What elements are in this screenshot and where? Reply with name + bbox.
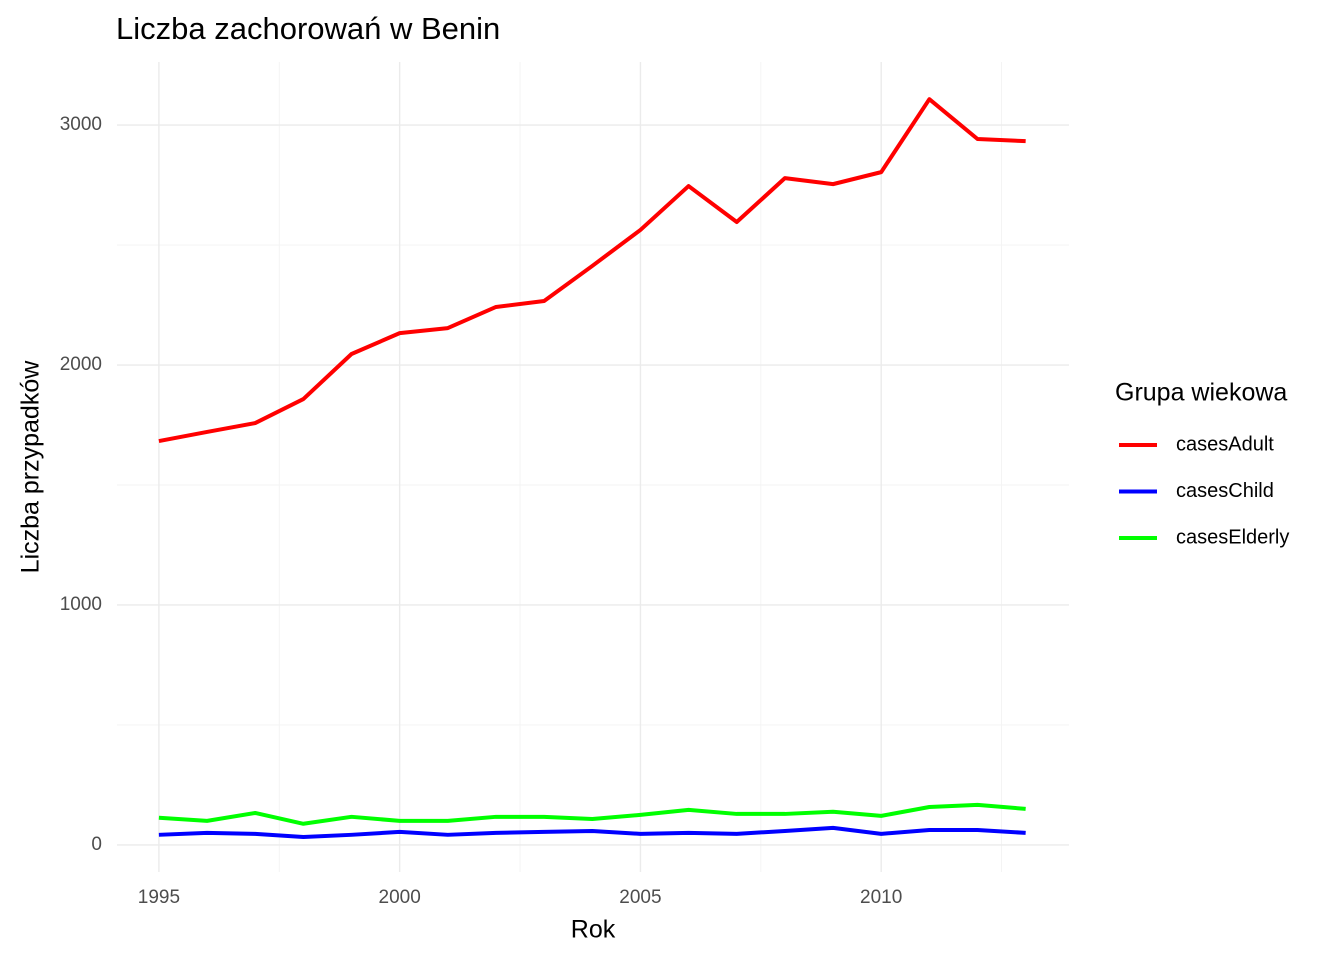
legend-label: casesElderly [1176,526,1289,548]
y-tick-label: 3000 [60,114,102,135]
x-tick-label: 1995 [138,887,180,908]
y-axis-label: Liczba przypadków [17,360,45,574]
x-axis-label: Rok [571,916,616,944]
line-series [158,825,1026,839]
y-tick-label: 0 [91,834,102,855]
legend-title: Grupa wiekowa [1115,379,1287,407]
y-tick-label: 1000 [60,594,102,615]
y-tick-label: 2000 [60,354,102,375]
chart-title: Liczba zachorowań w Benin [116,11,500,46]
line-series [158,97,1026,444]
legend-label: casesChild [1176,480,1274,502]
legend-label: casesAdult [1176,433,1274,455]
line-series [158,802,1026,826]
x-tick-label: 2010 [860,887,902,908]
x-tick-label: 2005 [619,887,661,908]
x-tick-label: 2000 [379,887,421,908]
